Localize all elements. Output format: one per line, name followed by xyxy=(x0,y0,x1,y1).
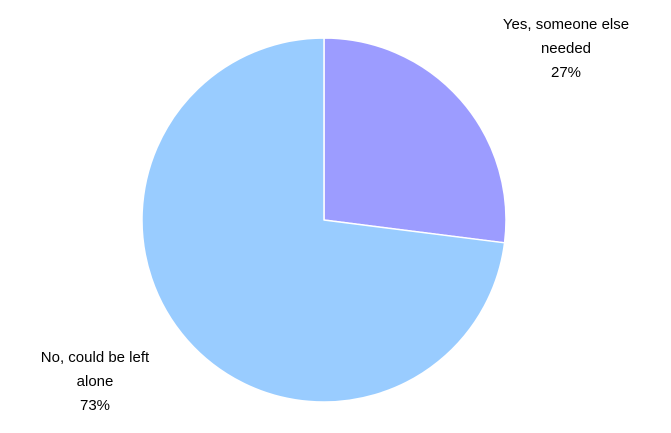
slice-value-no: 73% xyxy=(79,397,111,414)
slice-label-no-line-2: alone xyxy=(76,373,114,390)
pie-slice-no xyxy=(141,37,506,403)
slice-label-yes: Yes, someone else needed 27% xyxy=(468,13,664,85)
slice-label-yes-line-1: Yes, someone else xyxy=(502,16,630,33)
slice-value-yes: 27% xyxy=(550,64,582,81)
slice-label-no: No, could be left alone 73% xyxy=(3,346,187,418)
pie-slice-yes xyxy=(323,37,507,244)
slice-label-yes-line-2: needed xyxy=(540,40,592,57)
slice-label-no-line-1: No, could be left xyxy=(40,349,150,366)
pie-slices xyxy=(141,37,507,403)
